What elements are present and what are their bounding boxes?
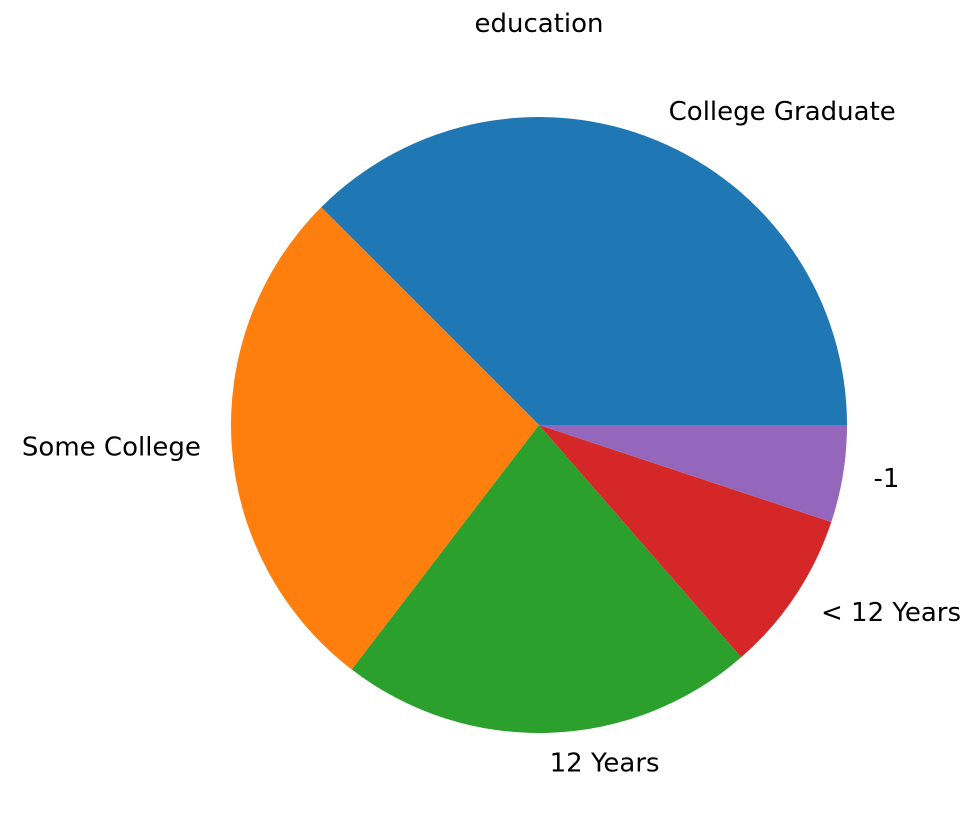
- slice-label-college-graduate: College Graduate: [669, 97, 896, 127]
- pie-slice-some-college: [230, 207, 539, 670]
- chart-title: education: [474, 9, 603, 39]
- pie-slice-1: [539, 425, 847, 523]
- pie-labels: College Graduate Some College 12 Years < 12…: [22, 97, 961, 779]
- slice-label-some-college: Some College: [22, 432, 201, 462]
- pie-slice-12-years: [351, 425, 742, 734]
- pie-slice-college-graduate: [321, 116, 848, 425]
- slice-label-12-years: 12 Years: [550, 749, 660, 779]
- pie-slices: [230, 116, 848, 734]
- pie-slice-12-years: [539, 425, 832, 658]
- slice-label-12-years: < 12 Years: [821, 598, 961, 628]
- slice-label-1: -1: [873, 464, 899, 494]
